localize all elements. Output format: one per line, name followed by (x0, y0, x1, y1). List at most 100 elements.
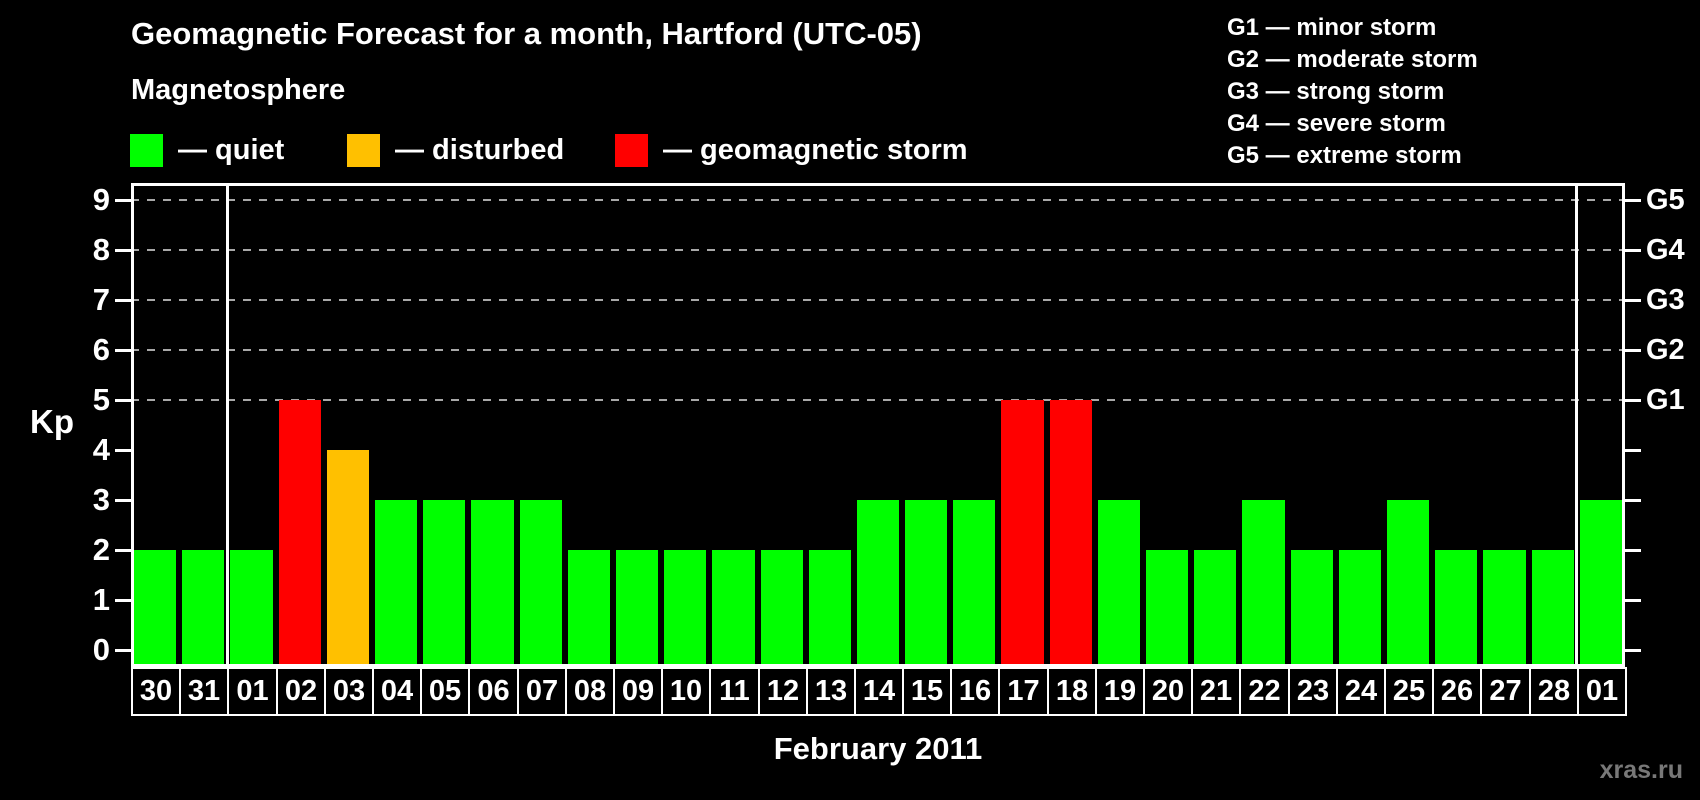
y-axis-tick-label: 3 (92, 482, 110, 517)
y-axis-tick-label: 9 (92, 182, 110, 217)
y-axis-tick (115, 249, 131, 252)
x-tick-label: 06 (468, 667, 519, 716)
kp-bar-25 (1387, 500, 1430, 667)
x-tick-label: 02 (276, 667, 326, 716)
x-tick-label: 19 (1095, 667, 1145, 716)
kp-bar-05 (423, 500, 466, 667)
x-tick-label: 14 (854, 667, 904, 716)
quiet-swatch-icon (130, 134, 163, 167)
right-axis-tick (1625, 349, 1641, 352)
storm-scale-line: G3 — strong storm (1227, 78, 1445, 105)
x-tick-label: 01 (227, 667, 278, 716)
x-tick-label: 13 (806, 667, 856, 716)
x-tick-label: 03 (324, 667, 374, 716)
kp-bar-14 (856, 500, 900, 667)
kp-bar-21 (1194, 550, 1237, 667)
kp-bar-22 (1242, 500, 1285, 667)
x-tick-label: 12 (758, 667, 808, 716)
legend-item-disturbed: — disturbed (347, 134, 564, 167)
kp-bar-27 (1483, 550, 1526, 667)
x-tick-label: 23 (1288, 667, 1338, 716)
g-scale-label: G5 (1646, 184, 1685, 216)
x-tick-label: 28 (1529, 667, 1579, 716)
right-axis-tick (1625, 499, 1641, 502)
page-title: Geomagnetic Forecast for a month, Hartfo… (131, 16, 922, 51)
y-axis-tick (115, 549, 131, 552)
kp-bar-03 (326, 450, 369, 667)
y-axis-title: Kp (30, 403, 74, 440)
kp-bar-11 (712, 550, 755, 667)
gridline-kp8 (131, 249, 1625, 251)
x-tick-label: 30 (131, 667, 181, 716)
gridline-kp5 (131, 399, 1625, 401)
x-tick-label: 20 (1143, 667, 1193, 716)
right-axis-tick (1625, 649, 1641, 652)
kp-bar-09 (615, 550, 659, 667)
x-tick-label: 16 (950, 667, 1000, 716)
kp-bar-18 (1049, 400, 1092, 667)
storm-scale-line: G2 — moderate storm (1227, 46, 1478, 73)
x-tick-label: 04 (372, 667, 422, 716)
right-axis-tick (1625, 199, 1641, 202)
kp-bar-31 (182, 550, 225, 667)
legend-item-storm: — geomagnetic storm (615, 134, 968, 167)
x-tick-label: 26 (1432, 667, 1482, 716)
kp-bar-10 (664, 550, 707, 667)
kp-bar-13 (808, 550, 851, 667)
y-axis-tick (115, 649, 131, 652)
x-tick-label: 15 (902, 667, 952, 716)
kp-bar-26 (1435, 550, 1478, 667)
storm-scale-legend: G1 — minor storm G2 — moderate storm G3 … (1227, 12, 1478, 172)
x-tick-label: 08 (565, 667, 615, 716)
y-axis-tick-label: 7 (92, 282, 110, 317)
kp-bar-06 (471, 500, 514, 667)
x-tick-label: 21 (1191, 667, 1241, 716)
kp-bar-12 (760, 550, 803, 667)
storm-scale-line: G5 — extreme storm (1227, 142, 1462, 169)
y-axis-tick (115, 349, 131, 352)
kp-bar-08 (567, 550, 610, 667)
g-scale-label: G1 (1646, 384, 1685, 416)
month-separator (225, 183, 229, 667)
x-axis-title: February 2011 (773, 731, 983, 766)
x-tick-label: 27 (1480, 667, 1531, 716)
x-tick-label: 10 (661, 667, 711, 716)
kp-bar-01 (230, 550, 273, 667)
y-axis-tick-label: 8 (92, 232, 110, 267)
right-axis-tick (1625, 399, 1641, 402)
x-tick-label: 01 (1577, 667, 1627, 716)
x-tick-label: 31 (179, 667, 229, 716)
kp-bar-24 (1338, 550, 1382, 667)
disturbed-swatch-icon (347, 134, 380, 167)
y-axis-tick-label: 1 (92, 582, 110, 617)
legend-item-quiet: — quiet (130, 134, 284, 167)
y-axis-tick (115, 399, 131, 402)
kp-bar-23 (1290, 550, 1333, 667)
x-tick-label: 05 (420, 667, 470, 716)
legend-heading: Magnetosphere (131, 74, 346, 106)
x-tick-label: 22 (1239, 667, 1290, 716)
y-axis-tick (115, 299, 131, 302)
plot-area (131, 183, 1625, 667)
g-scale-label: G4 (1646, 234, 1685, 266)
y-axis-tick-label: 0 (92, 632, 110, 667)
kp-bar-01 (1579, 500, 1622, 667)
storm-scale-line: G1 — minor storm (1227, 14, 1437, 41)
x-tick-label: 07 (517, 667, 567, 716)
month-separator (1575, 183, 1579, 667)
kp-bar-04 (374, 500, 418, 667)
right-axis-tick (1625, 299, 1641, 302)
x-tick-label: 11 (709, 667, 760, 716)
kp-bar-19 (1097, 500, 1141, 667)
x-tick-label: 24 (1336, 667, 1386, 716)
legend-item-label: — geomagnetic storm (663, 134, 968, 166)
y-axis-tick (115, 499, 131, 502)
y-axis-tick-label: 5 (92, 382, 110, 417)
x-tick-label: 17 (998, 667, 1049, 716)
right-axis-tick (1625, 449, 1641, 452)
y-axis-tick-label: 6 (92, 332, 110, 367)
g-scale-label: G3 (1646, 284, 1685, 316)
x-tick-label: 18 (1047, 667, 1097, 716)
kp-bar-20 (1146, 550, 1189, 667)
legend-item-label: — disturbed (395, 134, 565, 166)
